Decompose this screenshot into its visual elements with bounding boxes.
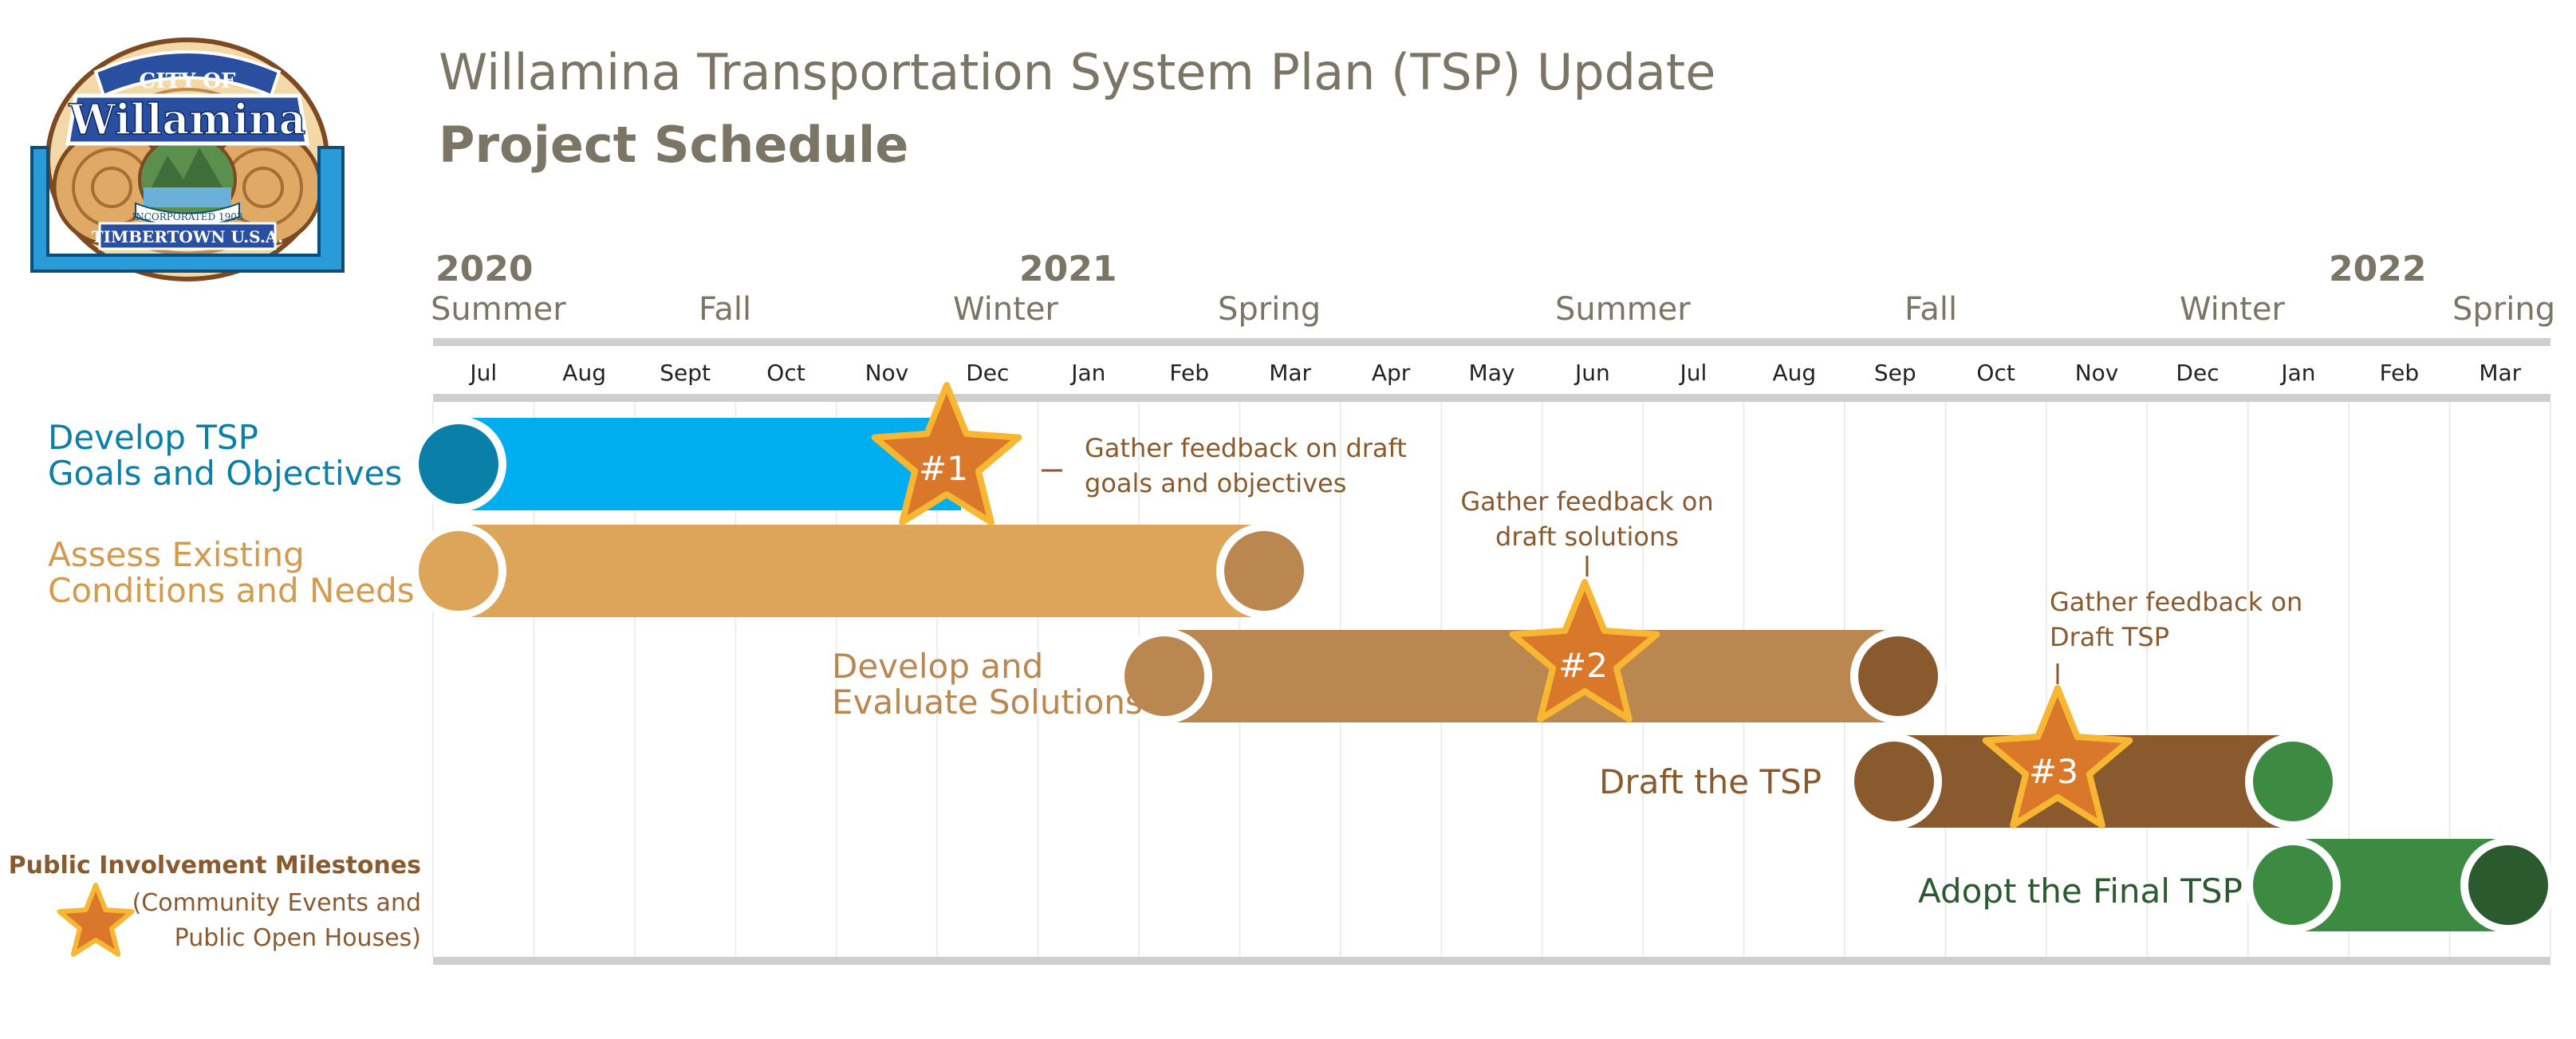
timeline-bottom-rule — [433, 957, 2550, 965]
legend-line1: (Community Events and — [132, 889, 421, 917]
season-label: Summer — [431, 291, 566, 328]
month-label: Mar — [1269, 360, 1311, 386]
logo-top-text: CITY OF — [140, 69, 236, 93]
task-label-assess-line2: Conditions and Needs — [48, 571, 415, 610]
milestone-note-1-line1: Gather feedback on draft — [1085, 433, 1407, 463]
month-label: Jul — [468, 360, 497, 386]
task-label-solutions-line2: Evaluate Solutions — [832, 683, 1143, 722]
task-bar-adopt — [2245, 837, 2556, 933]
season-label: Spring — [2452, 291, 2555, 328]
month-label: Jan — [2279, 360, 2315, 386]
task-bar-assess — [411, 523, 1312, 619]
milestone-label-3: #3 — [2029, 752, 2078, 791]
month-label: Feb — [2380, 360, 2420, 386]
legend-title: Public Involvement Milestones — [9, 852, 421, 880]
task-label-assess-line1: Assess Existing — [48, 535, 305, 574]
milestone-label-2: #2 — [1558, 646, 1608, 685]
logo-ribbon-text: INCORPORATED 1903 — [132, 211, 243, 222]
month-label: Dec — [966, 360, 1009, 386]
city-logo: CITY OF Willamina INCORPORATED 1903 TIMB… — [30, 37, 345, 281]
task-bar-draft — [1846, 734, 2341, 829]
month-label: May — [1469, 360, 1515, 386]
page-subtitle: Project Schedule — [439, 116, 908, 174]
task-label-draft: Draft the TSP — [1599, 762, 1822, 801]
page-title: Willamina Transportation System Plan (TS… — [439, 43, 1715, 101]
month-label: Sep — [1874, 360, 1916, 386]
task-label-solutions-line1: Develop and — [832, 647, 1043, 686]
milestone-star-2: #2 — [1509, 579, 1660, 722]
milestone-star-1: #1 — [871, 382, 1022, 525]
season-label: Summer — [1555, 291, 1691, 328]
month-label: Jul — [1678, 360, 1707, 386]
task-label-goals-line2: Goals and Objectives — [48, 454, 402, 493]
month-label: Oct — [766, 360, 805, 386]
season-label: Winter — [953, 291, 1058, 328]
milestone-star-3: #3 — [1982, 685, 2133, 828]
month-label: Aug — [562, 360, 606, 386]
month-label: Dec — [2176, 360, 2219, 386]
header-rule-bottom — [433, 394, 2550, 402]
season-label: Fall — [699, 291, 751, 328]
legend-line2: Public Open Houses) — [175, 924, 421, 952]
milestone-note-3-line2: Draft TSP — [2050, 622, 2169, 652]
milestone-note-2-line2: draft solutions — [1495, 521, 1679, 552]
season-label: Fall — [1904, 291, 1957, 328]
logo-bottom-text: TIMBERTOWN U.S.A. — [92, 227, 284, 246]
year-label-2022: 2022 — [2329, 249, 2426, 289]
month-label: Nov — [865, 360, 909, 386]
month-label: Sept — [660, 360, 711, 386]
header-rule-top — [433, 338, 2550, 346]
month-label: Nov — [2075, 360, 2119, 386]
task-label-adopt: Adopt the Final TSP — [1918, 872, 2243, 911]
month-label: Apr — [1372, 360, 1411, 386]
legend-star-icon — [57, 883, 135, 957]
month-label: Jan — [1069, 360, 1105, 386]
month-label: Mar — [2479, 360, 2521, 386]
milestone-note-3-line1: Gather feedback on — [2050, 587, 2302, 617]
month-label: Oct — [1976, 360, 2015, 386]
milestone-note-2-line1: Gather feedback on — [1460, 486, 1713, 517]
task-label-goals-line1: Develop TSP — [48, 418, 258, 457]
season-label: Spring — [1218, 291, 1321, 328]
milestone-label-1: #1 — [919, 449, 968, 488]
logo-main-text: Willamina — [69, 96, 306, 144]
month-label: Feb — [1169, 360, 1209, 386]
year-label-2021: 2021 — [1019, 249, 1117, 289]
milestone-note-1-line2: goals and objectives — [1085, 468, 1346, 498]
season-label: Winter — [2180, 291, 2285, 328]
year-label-2020: 2020 — [435, 249, 533, 289]
month-label: Aug — [1772, 360, 1816, 386]
task-bar-goals — [411, 416, 961, 512]
month-label: Jun — [1574, 360, 1610, 386]
